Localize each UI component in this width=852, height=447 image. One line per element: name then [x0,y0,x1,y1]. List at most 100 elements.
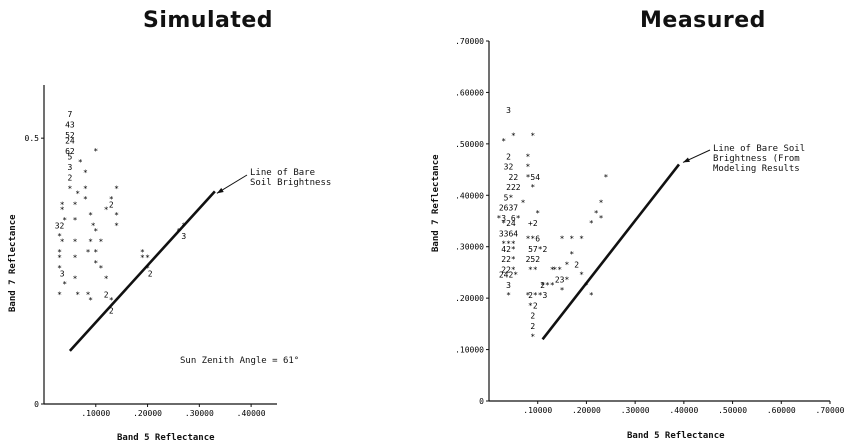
measured-data-point: * [584,281,589,290]
measured-data-point: * [530,132,535,141]
measured-x-tick-label: .70000 [816,406,845,415]
simulated-data-point: 24 [65,136,75,145]
simulated-title: Simulated [143,8,274,33]
simulated-data-point: 2 [67,174,72,183]
measured-data-point: 23* [555,276,570,285]
simulated-x-tick-label: .30000 [185,409,214,418]
simulated-data-point: * [104,275,109,284]
simulated-data-point: 32 [55,222,65,231]
simulated-data-point: * [57,264,62,273]
simulated-soil-line [68,190,216,352]
simulated-data-point: * [57,232,62,241]
measured-data-point: ** [552,265,562,274]
simulated-data-point: * [140,248,145,257]
measured-data-point: * [530,183,535,192]
measured-y-tick-label: .20000 [455,294,484,303]
measured-title: Measured [640,8,766,33]
measured-data-point: * [530,332,535,341]
measured-x-tick-label: .40000 [669,406,698,415]
simulated-data-point: * [60,200,65,209]
measured-data-point: *54 [526,173,541,182]
simulated-data-point: 52 [65,131,75,140]
measured-data-point: 57*2 [528,245,547,254]
measured-data-point: 2 [530,312,535,321]
simulated-data-point: * [62,216,67,225]
measured-data-point: * [511,132,516,141]
measured-data-point: 252 [526,255,541,264]
measured-data-point: 2 [530,322,535,331]
measured-data-point: *24 [501,219,516,228]
measured-data-point: 3 [506,106,511,115]
simulated-data-point: * [88,211,93,220]
measured-data-point: * [604,173,609,182]
measured-data-point: **6 [526,235,541,244]
measured-data-point: 22* [501,265,516,274]
measured-data-point: * [501,137,506,146]
simulated-data-point: * [109,296,114,305]
measured-x-tick-label: .50000 [718,406,747,415]
measured-data-point: * [579,271,584,280]
measured-data-point: *3 6* [496,214,520,223]
measured-y-tick-label: .60000 [455,88,484,97]
simulated-data-point: * [83,168,88,177]
measured-y-tick-label: .70000 [455,37,484,46]
simulated-data-point: * [93,259,98,268]
measured-y-tick-label: .50000 [455,140,484,149]
measured-data-point: * [526,163,531,172]
measured-data-point: 222 [506,183,521,192]
measured-data-point: 2**3 [528,291,547,300]
simulated-data-point: * [93,248,98,257]
simulated-data-point: 43 [65,121,75,130]
simulated-data-point: * [57,253,62,262]
measured-leader-arrow-head [682,157,690,163]
simulated-data-point: 5 [67,152,72,161]
simulated-data-point: * [181,222,186,231]
measured-data-point: * [560,235,565,244]
measured-data-point: 22 [509,173,519,182]
measured-data-point: * [589,291,594,300]
measured-data-point: 2 [506,152,511,161]
simulated-x-tick-label: .40000 [237,409,266,418]
simulated-data-point: * [88,296,93,305]
measured-data-point: * [526,152,531,161]
simulated-data-point: * [114,184,119,193]
measured-data-point: * [550,265,555,274]
simulated-leader-arrow-head [216,187,224,194]
simulated-data-point: * [145,264,150,273]
simulated-data-point: * [60,238,65,247]
measured-data-point: * [594,209,599,218]
measured-data-point: * [560,286,565,295]
measured-x-tick-label: .30000 [621,406,650,415]
measured-data-point: * [506,291,511,300]
simulated-y-tick-label: 0.5 [25,134,40,143]
measured-data-point: 2637 [499,204,518,213]
simulated-data-point: * [114,222,119,231]
simulated-data-point: * [78,158,83,167]
simulated-data-point: * [73,275,78,284]
measured-data-point: * [535,209,540,218]
measured-data-point: 242* [499,271,518,280]
measured-data-point: * [521,199,526,208]
measured-data-point: * [579,235,584,244]
measured-data-point: *** [540,281,555,290]
simulated-data-point: * [99,264,104,273]
simulated-data-point: * [93,147,98,156]
measured-x-tick-label: .60000 [767,406,796,415]
simulated-data-point: * [93,227,98,236]
simulated-data-point: 3 [60,269,65,278]
simulated-data-point: * [73,216,78,225]
simulated-data-point: 3 [67,163,72,172]
simulated-data-point: * [67,184,72,193]
simulated-annotation: Sun Zenith Angle = 61° [180,356,300,366]
simulated-data-point: * [176,227,181,236]
measured-data-point: * [599,199,604,208]
measured-data-point: 3364 [499,229,518,238]
simulated-data-point: * [86,248,91,257]
measured-data-point: 22* [501,255,516,264]
simulated-data-point: 2 [109,307,114,316]
measured-data-point: *2 [528,301,538,310]
simulated-data-point: * [60,206,65,215]
